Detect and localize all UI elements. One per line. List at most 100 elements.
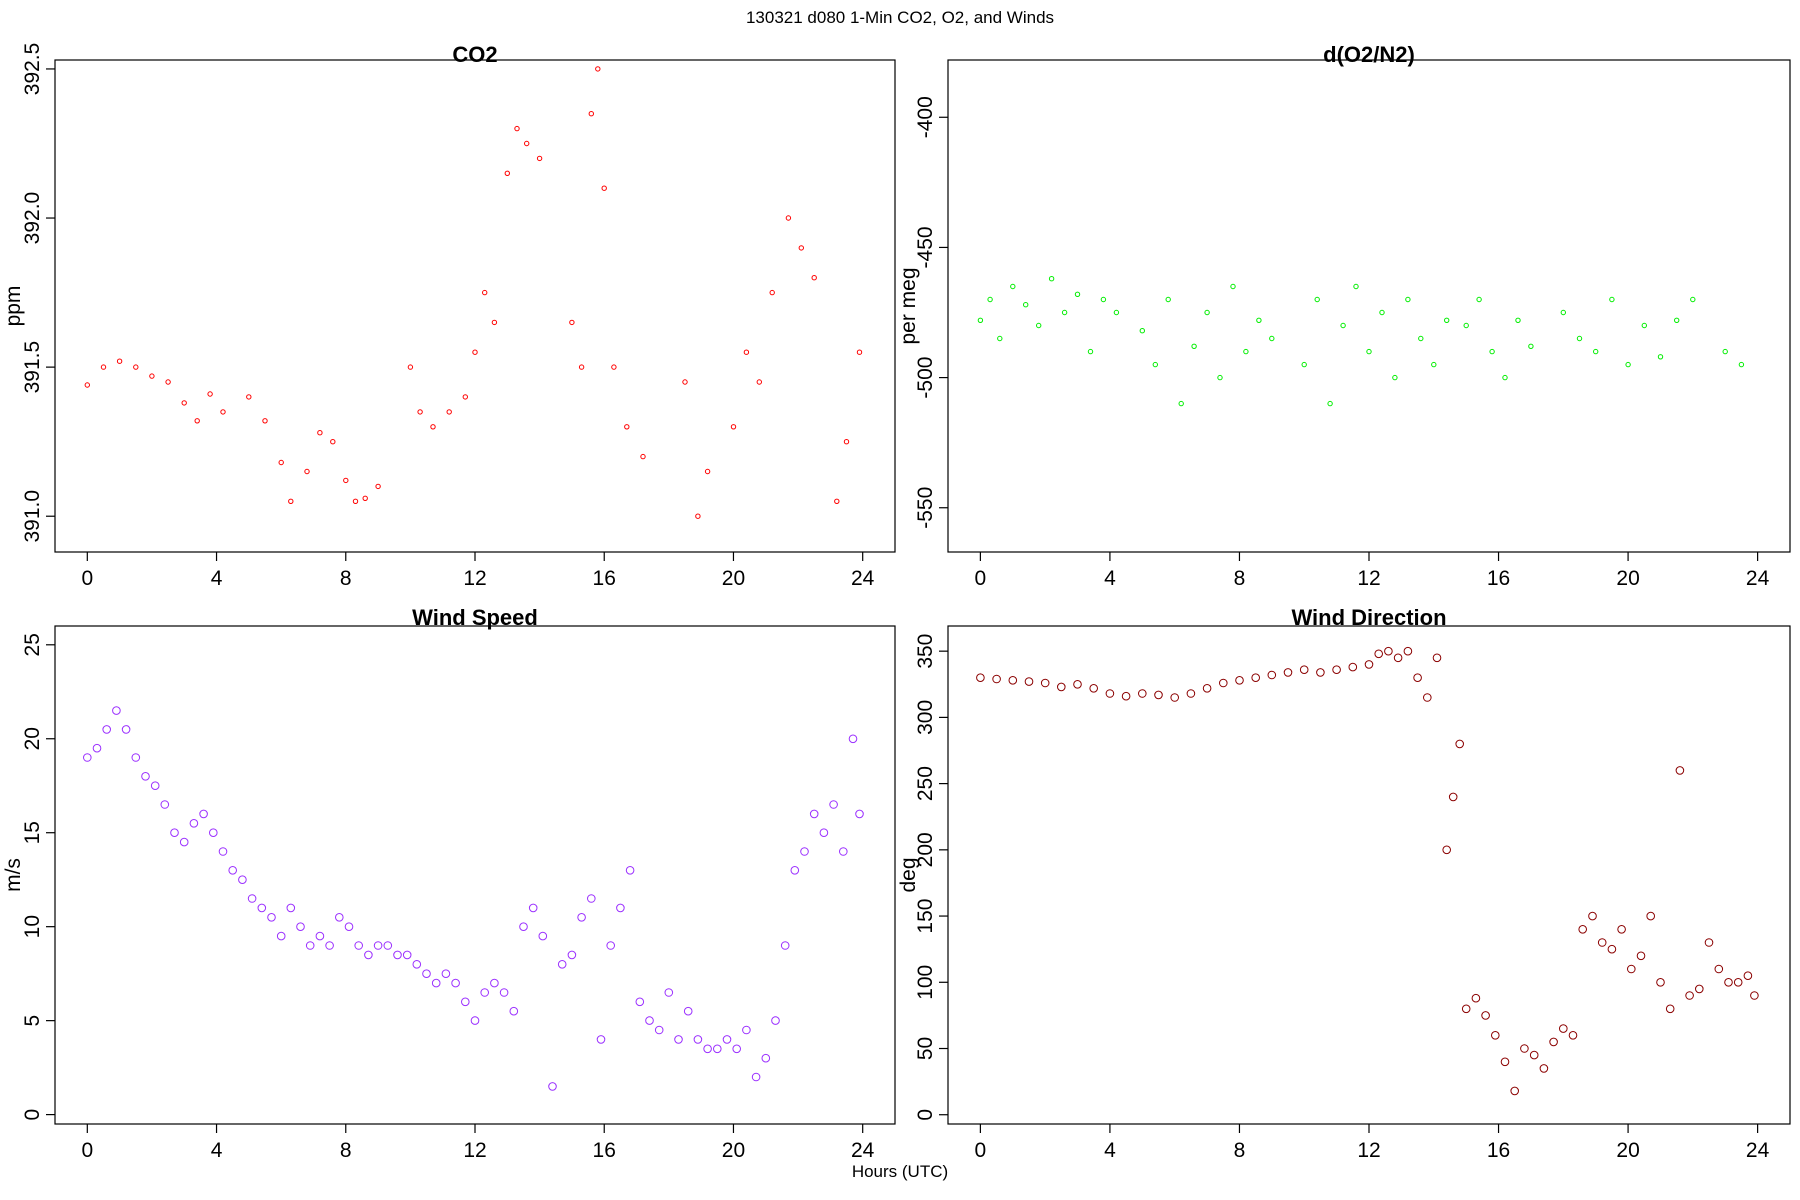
data-point (1105, 689, 1115, 698)
y-axis-label: ppm (2, 286, 25, 327)
data-point (1154, 690, 1163, 700)
data-point (977, 317, 984, 323)
data-point (1674, 317, 1680, 323)
data-point (228, 866, 237, 875)
data-point (645, 1016, 654, 1025)
data-point (170, 828, 179, 838)
data-point (1024, 677, 1034, 686)
y-tick-label: 391.5 (21, 341, 44, 394)
data-point (1165, 296, 1171, 303)
data-point (674, 1035, 683, 1044)
data-point (1476, 296, 1482, 303)
data-point (165, 379, 171, 385)
x-tick-label: 16 (1487, 1139, 1510, 1162)
data-point (218, 847, 228, 856)
y-tick-label: 25 (21, 633, 44, 656)
data-point (1256, 317, 1262, 323)
data-point (761, 1053, 771, 1063)
data-point (1656, 978, 1665, 987)
x-axis-label: Hours (UTC) (852, 1162, 948, 1181)
plot-frame (54, 59, 896, 553)
data-point (809, 809, 819, 819)
data-point (1423, 693, 1432, 702)
y-tick-label: 5 (21, 1015, 44, 1027)
tick-group: 0 4 8 12 16 20 24 0 5 10 15 20 25 (21, 633, 875, 1162)
data-point (364, 950, 373, 960)
data-point (1528, 343, 1534, 349)
data-point (402, 950, 412, 960)
x-tick-label: 0 (975, 1139, 987, 1162)
data-point (288, 498, 294, 504)
data-point (1057, 682, 1066, 692)
data-point (682, 379, 688, 385)
data-point (262, 418, 268, 424)
data-point (1515, 317, 1521, 323)
data-point (1413, 673, 1422, 683)
data-point (624, 424, 630, 430)
data-point (751, 1072, 761, 1082)
data-point (1384, 646, 1393, 656)
data-point (247, 894, 257, 903)
x-tick-label: 24 (1746, 1139, 1770, 1162)
data-point (276, 931, 286, 941)
data-point (352, 498, 359, 504)
marks-group (976, 646, 1759, 1096)
y-tick-label: 100 (914, 965, 937, 1000)
x-tick-label: 20 (1616, 1139, 1639, 1162)
data-point (548, 1082, 557, 1091)
data-point (160, 800, 170, 809)
x-tick-label: 12 (1357, 567, 1380, 590)
data-point (557, 960, 567, 969)
data-point (1646, 911, 1655, 921)
data-point (1636, 951, 1646, 961)
data-point (1695, 984, 1704, 994)
data-point (131, 753, 141, 762)
data-point (149, 373, 155, 379)
data-point (1607, 944, 1617, 954)
data-point (843, 439, 850, 445)
x-tick-label: 16 (1487, 567, 1510, 590)
panel-title: CO2 (452, 42, 497, 67)
data-point (1593, 348, 1599, 355)
data-point (567, 950, 577, 960)
data-point (1625, 361, 1631, 368)
plot-frame (54, 625, 896, 1125)
y-tick-label: 391.0 (21, 490, 44, 543)
y-tick-label: -450 (914, 226, 937, 268)
x-tick-label: 12 (463, 567, 486, 590)
data-point (451, 978, 460, 988)
data-point (1393, 653, 1403, 663)
y-tick-label: -500 (914, 357, 937, 399)
data-point (800, 847, 809, 856)
data-point (1690, 296, 1696, 303)
data-point (1170, 693, 1179, 702)
x-tick-label: 20 (1616, 567, 1639, 590)
data-point (1139, 328, 1146, 334)
x-tick-label: 0 (81, 1139, 93, 1162)
data-point (839, 847, 848, 856)
data-point (1444, 317, 1450, 323)
data-point (491, 319, 498, 326)
data-point (577, 913, 586, 922)
data-point (422, 969, 431, 979)
data-point (695, 513, 701, 519)
data-point (1588, 911, 1597, 921)
data-point (1431, 361, 1437, 368)
data-point (1539, 1064, 1549, 1073)
data-point (1529, 1050, 1539, 1060)
data-point (393, 950, 402, 960)
data-point (601, 185, 607, 191)
y-tick-label: -400 (914, 96, 937, 138)
data-point (112, 706, 121, 715)
y-axis-label: m/s (2, 858, 25, 892)
data-point (1463, 322, 1469, 329)
plot-frame (947, 59, 1791, 553)
data-point (1432, 653, 1442, 663)
data-point (121, 725, 131, 734)
data-point (635, 997, 645, 1007)
data-point (848, 734, 858, 744)
data-point (116, 358, 123, 364)
data-point (1061, 309, 1068, 316)
data-point (1609, 296, 1615, 303)
